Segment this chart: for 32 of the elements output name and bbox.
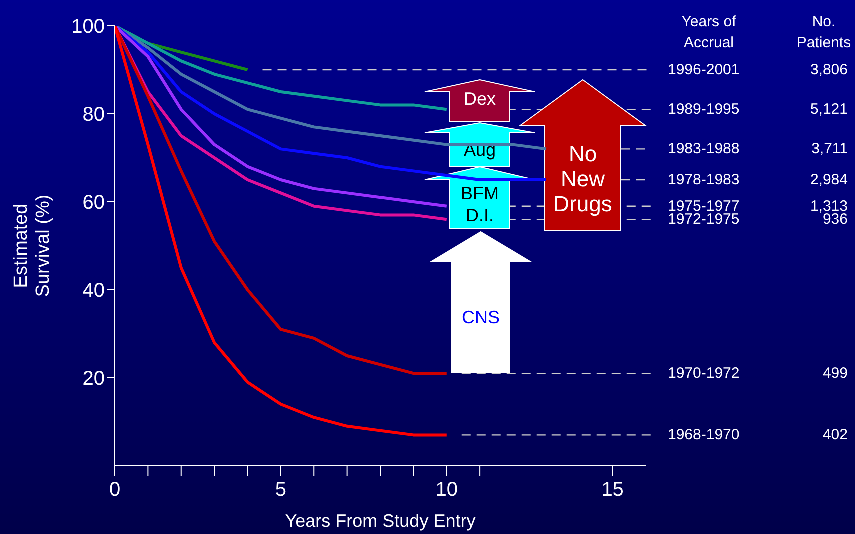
text: 1978-1983: [668, 172, 740, 188]
y-tick-label: 20: [82, 368, 105, 390]
y-tick-label: 80: [82, 104, 105, 126]
text: 1983-1988: [668, 140, 740, 158]
text: 5,121: [810, 101, 848, 118]
x-tick-label: 5: [275, 479, 286, 501]
y-tick-label: 60: [82, 192, 105, 214]
annotation: CNS: [462, 308, 500, 328]
text: 3,711: [812, 140, 848, 158]
annotation: BFM D.I.: [461, 184, 499, 226]
y-tick-label: 100: [72, 16, 105, 38]
text: No. Patients: [796, 13, 852, 51]
text: 3,806: [810, 62, 848, 78]
x-axis-title: Years From Study Entry: [285, 511, 476, 531]
text: 1996-2001: [668, 62, 740, 78]
line-series: [115, 26, 548, 182]
text: 1970-1972: [668, 365, 740, 382]
y-axis-title: Estimated Survival (%): [10, 194, 54, 298]
annotation: No New Drugs: [554, 141, 612, 216]
text: 402: [822, 426, 848, 444]
text: 1989-1995: [668, 101, 740, 118]
x-tick-label: 10: [436, 479, 458, 501]
text: Years of Accrual: [682, 13, 738, 51]
text: 499: [822, 365, 848, 382]
x-tick-label: 15: [602, 479, 624, 501]
annotation: Aug: [464, 140, 496, 160]
text: 2,984: [810, 172, 848, 188]
x-tick-label: 0: [109, 479, 121, 501]
annotation: Dex: [464, 89, 496, 109]
line-series: [115, 26, 448, 112]
y-tick-label: 40: [82, 280, 105, 302]
text: 1968-1970: [668, 426, 740, 444]
